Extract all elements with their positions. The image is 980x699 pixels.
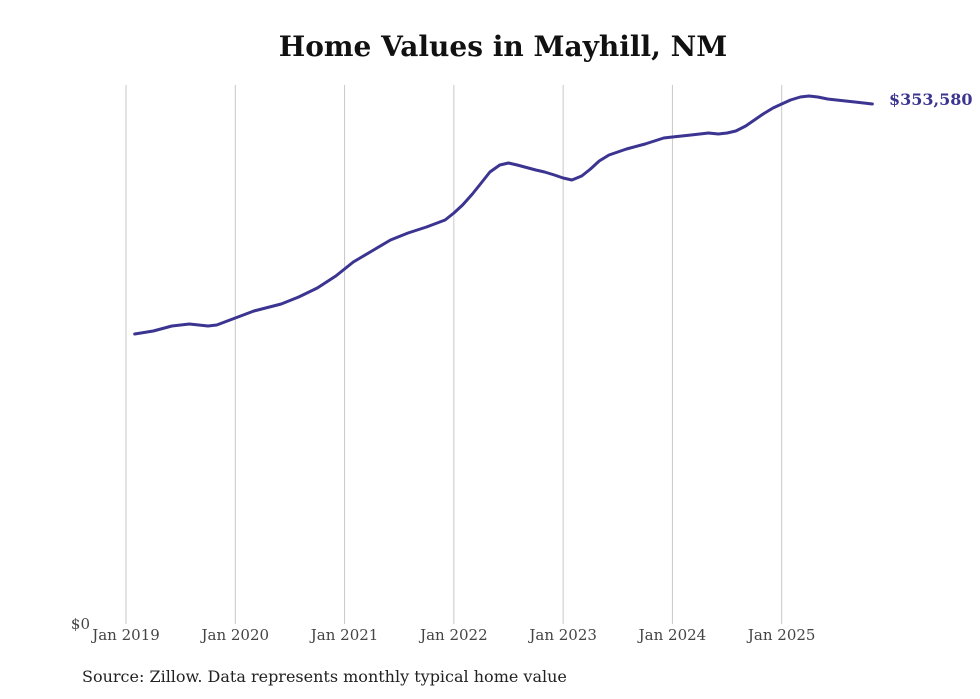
x-tick-label: Jan 2022: [418, 626, 488, 644]
x-tick-label: Jan 2021: [309, 626, 379, 644]
y-tick-labels: $0: [71, 615, 90, 633]
x-tick-label: Jan 2020: [200, 626, 270, 644]
x-tick-label: Jan 2024: [637, 626, 707, 644]
grid-lines: [125, 85, 783, 624]
x-tick-label: Jan 2023: [527, 626, 597, 644]
x-tick-label: Jan 2025: [746, 626, 816, 644]
series-line: [133, 94, 874, 336]
chart-title: Home Values in Mayhill, NM: [278, 30, 728, 63]
y-tick-label: $0: [71, 615, 90, 633]
end-value-label: $353,580: [889, 90, 973, 109]
x-tick-labels: Jan 2019 Jan 2020 Jan 2021 Jan 2022 Jan 2023…: [90, 626, 815, 644]
source-note: Source: Zillow. Data represents monthly …: [82, 667, 567, 686]
x-tick-label: Jan 2019: [90, 626, 160, 644]
